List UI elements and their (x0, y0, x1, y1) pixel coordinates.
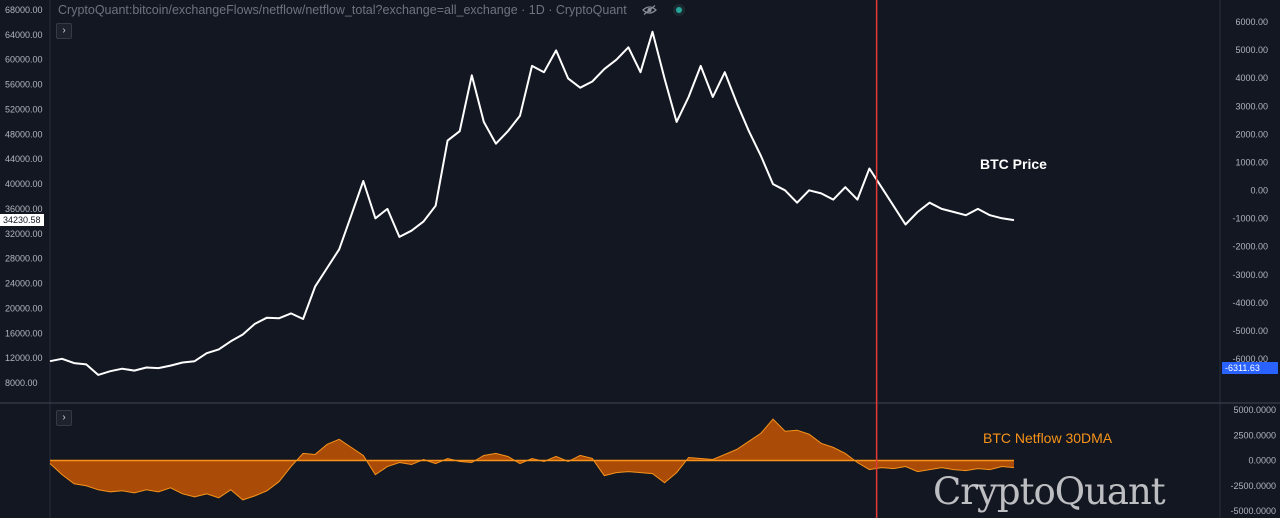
left-axis-tick-label: 48000.00 (5, 129, 43, 139)
right-axis-tick-label: -1000.00 (1232, 214, 1268, 224)
left-axis-tick-label: 20000.00 (5, 303, 43, 313)
right-axis-tick-label: -2000.00 (1232, 242, 1268, 252)
right-bottom-axis-tick-label: -5000.0000 (1230, 506, 1276, 516)
left-axis-tick-label: 52000.00 (5, 104, 43, 114)
price-last-value-tag: 34230.58 (0, 214, 44, 226)
left-axis-tick-label: 44000.00 (5, 154, 43, 164)
right-bottom-axis-tick-label: 0.0000 (1248, 456, 1276, 466)
right-axis-tick-label: 2000.00 (1235, 129, 1268, 139)
left-axis-tick-label: 36000.00 (5, 204, 43, 214)
right-axis-tick-label: 3000.00 (1235, 101, 1268, 111)
cryptoquant-watermark: CryptoQuant (933, 470, 1166, 513)
netflow-line (49, 418, 1015, 501)
right-axis-tick-label: 6000.00 (1235, 17, 1268, 27)
left-axis-tick-label: 32000.00 (5, 229, 43, 239)
right-axis-tick-label: -4000.00 (1232, 298, 1268, 308)
left-axis-tick-label: 56000.00 (5, 80, 43, 90)
right-axis-tick-label: 0.00 (1250, 186, 1268, 196)
left-axis-tick-label: 24000.00 (5, 279, 43, 289)
left-axis-tick-label: 28000.00 (5, 254, 43, 264)
price-line (49, 30, 1015, 376)
right-axis-tick-label: 4000.00 (1235, 73, 1268, 83)
left-axis-tick-label: 12000.00 (5, 353, 43, 363)
right-bottom-axis-tick-label: 2500.0000 (1233, 430, 1276, 440)
left-axis-tick-label: 64000.00 (5, 30, 43, 40)
right-axis-tick-label: -3000.00 (1232, 270, 1268, 280)
collapse-pane-button[interactable]: › (56, 410, 72, 426)
left-axis-tick-label: 60000.00 (5, 55, 43, 65)
left-axis-tick-label: 8000.00 (5, 378, 38, 388)
price-series (49, 30, 1015, 376)
live-status-icon (672, 3, 685, 16)
btc-price-label: BTC Price (980, 156, 1047, 172)
netflow-series (49, 418, 1015, 501)
left-axis-tick-label: 68000.00 (5, 5, 43, 15)
collapse-legend-button[interactable]: › (56, 23, 72, 39)
left-axis-tick-label: 40000.00 (5, 179, 43, 189)
chart-title: CryptoQuant:bitcoin/exchangeFlows/netflo… (58, 3, 627, 17)
right-axis-tick-label: -6000.00 (1232, 354, 1268, 364)
right-axis-tick-label: 5000.00 (1235, 45, 1268, 55)
eye-hidden-icon[interactable] (642, 4, 658, 15)
btc-netflow-label: BTC Netflow 30DMA (983, 430, 1113, 446)
left-axis-tick-label: 16000.00 (5, 328, 43, 338)
left-price-axis: 8000.00 12000.00 16000.00 20000.00 24000.00 2… (5, 5, 43, 388)
right-netflow-axis-top: 6000.00 5000.00 4000.00 3000.00 2000.00 1000.… (1232, 17, 1268, 364)
right-netflow-axis-bottom: 5000.0000 2500.0000 0.0000 -2500.0000 -5000.… (1230, 405, 1276, 516)
right-bottom-axis-tick-label: -2500.0000 (1230, 481, 1276, 491)
chart-header: CryptoQuant:bitcoin/exchangeFlows/netflo… (58, 3, 685, 17)
netflow-area (50, 419, 1014, 500)
netflow-last-value-tag: -6311.63 (1222, 362, 1278, 374)
right-axis-tick-label: 1000.00 (1235, 157, 1268, 167)
right-bottom-axis-tick-label: 5000.0000 (1233, 405, 1276, 415)
right-axis-tick-label: -5000.00 (1232, 326, 1268, 336)
